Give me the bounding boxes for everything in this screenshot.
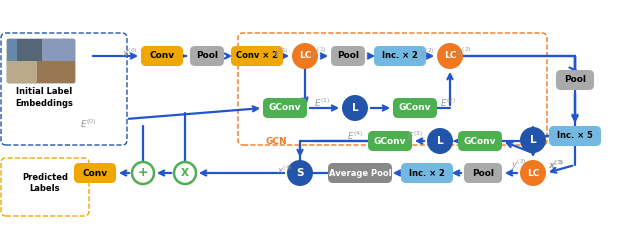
- Text: $x^{(3)}$: $x^{(3)}$: [548, 159, 564, 171]
- FancyBboxPatch shape: [7, 39, 75, 61]
- FancyBboxPatch shape: [549, 126, 601, 146]
- FancyBboxPatch shape: [141, 46, 183, 66]
- FancyBboxPatch shape: [74, 163, 116, 183]
- Circle shape: [520, 160, 546, 186]
- Text: L: L: [530, 135, 536, 145]
- Text: Conv × 2: Conv × 2: [236, 52, 278, 60]
- Text: Inc. × 2: Inc. × 2: [409, 168, 445, 178]
- Text: +: +: [138, 167, 148, 180]
- Text: GConv: GConv: [269, 103, 301, 113]
- FancyBboxPatch shape: [263, 98, 307, 118]
- Text: GConv: GConv: [399, 103, 431, 113]
- Text: LC: LC: [444, 52, 456, 60]
- Circle shape: [174, 162, 196, 184]
- FancyBboxPatch shape: [393, 98, 437, 118]
- Text: Conv: Conv: [83, 168, 108, 178]
- Text: Predicted
Labels: Predicted Labels: [22, 173, 68, 193]
- FancyBboxPatch shape: [7, 61, 37, 83]
- FancyBboxPatch shape: [37, 61, 75, 83]
- Text: $y^{(2)}$: $y^{(2)}$: [456, 46, 472, 60]
- Text: Initial Label
Embeddings: Initial Label Embeddings: [15, 87, 73, 108]
- Text: L: L: [436, 136, 444, 146]
- Text: GCN: GCN: [265, 137, 287, 146]
- FancyBboxPatch shape: [458, 131, 502, 151]
- FancyBboxPatch shape: [328, 163, 392, 183]
- Text: GConv: GConv: [374, 136, 406, 146]
- FancyBboxPatch shape: [331, 46, 365, 66]
- Text: Inc. × 5: Inc. × 5: [557, 132, 593, 141]
- Circle shape: [292, 43, 318, 69]
- Text: Pool: Pool: [564, 75, 586, 85]
- Text: GConv: GConv: [464, 136, 496, 146]
- Text: $E^{(3)}$: $E^{(3)}$: [407, 130, 423, 142]
- FancyBboxPatch shape: [374, 46, 426, 66]
- Circle shape: [520, 127, 546, 153]
- Text: $E^{(0)}$: $E^{(0)}$: [80, 118, 97, 130]
- Text: LC: LC: [527, 168, 539, 178]
- FancyBboxPatch shape: [231, 46, 283, 66]
- FancyBboxPatch shape: [42, 39, 75, 61]
- FancyBboxPatch shape: [556, 70, 594, 90]
- Text: Conv: Conv: [149, 52, 175, 60]
- Text: $x^{(4)}$: $x^{(4)}$: [277, 164, 293, 176]
- Text: $y^{(3)}$: $y^{(3)}$: [511, 158, 527, 172]
- FancyBboxPatch shape: [17, 39, 42, 61]
- FancyBboxPatch shape: [190, 46, 224, 66]
- Text: LC: LC: [299, 52, 311, 60]
- Text: $E^{(4)}$: $E^{(4)}$: [347, 130, 363, 142]
- Text: Pool: Pool: [337, 52, 359, 60]
- Text: $x^{(3)}$: $x^{(3)}$: [549, 159, 565, 171]
- Text: Pool: Pool: [472, 168, 494, 178]
- Circle shape: [287, 160, 313, 186]
- Text: Inc. × 2: Inc. × 2: [382, 52, 418, 60]
- Text: Average Pool: Average Pool: [329, 168, 391, 178]
- FancyBboxPatch shape: [368, 131, 412, 151]
- Circle shape: [427, 128, 453, 154]
- Circle shape: [437, 43, 463, 69]
- Text: X: X: [181, 168, 189, 178]
- Text: $E^{(1)}$: $E^{(1)}$: [314, 97, 330, 109]
- FancyBboxPatch shape: [401, 163, 453, 183]
- Text: Pool: Pool: [196, 52, 218, 60]
- Text: $x^{(2)}$: $x^{(2)}$: [419, 47, 435, 59]
- Text: $x^{(1)}$: $x^{(1)}$: [273, 47, 289, 59]
- Text: $x^{(0)}$: $x^{(0)}$: [122, 47, 138, 59]
- Text: $y^{(1)}$: $y^{(1)}$: [311, 46, 327, 60]
- Text: $E^{(2)}$: $E^{(2)}$: [440, 97, 456, 109]
- Text: L: L: [352, 103, 358, 113]
- FancyBboxPatch shape: [464, 163, 502, 183]
- FancyBboxPatch shape: [7, 39, 75, 83]
- Circle shape: [342, 95, 368, 121]
- Circle shape: [132, 162, 154, 184]
- Text: S: S: [296, 168, 304, 178]
